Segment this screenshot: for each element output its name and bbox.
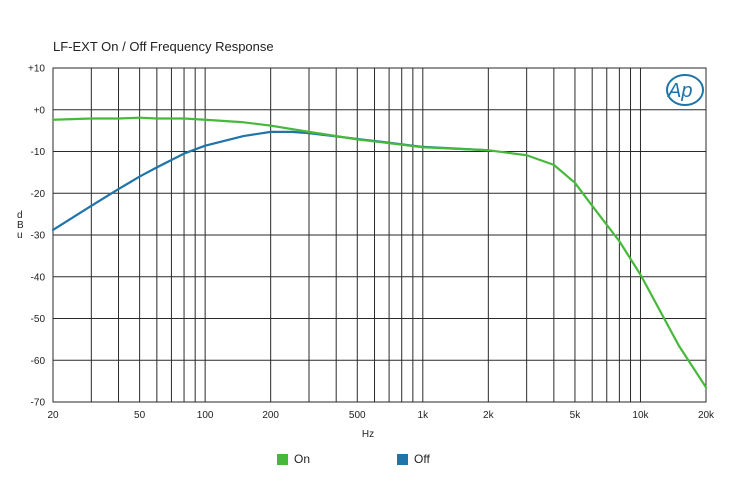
y-tick-label: -40 [31, 272, 46, 283]
x-tick-label: 20 [47, 410, 59, 421]
legend-item-off: Off [397, 452, 430, 466]
y-tick-label: -20 [31, 189, 46, 200]
x-tick-label: 5k [570, 410, 582, 421]
y-tick-label: +10 [28, 64, 45, 75]
legend-item-on: On [277, 452, 310, 466]
x-tick-label: 50 [134, 410, 146, 421]
y-tick-label: +0 [34, 105, 46, 116]
legend-swatch-off [397, 453, 408, 465]
x-tick-label: 10k [632, 410, 649, 421]
x-tick-label: 100 [197, 410, 214, 421]
x-tick-label: 2k [483, 410, 495, 421]
x-tick-label: 20k [698, 410, 715, 421]
y-tick-label: -70 [31, 398, 46, 409]
x-axis-label: Hz [362, 429, 374, 440]
plot-frame [52, 67, 707, 403]
series-line-on [51, 116, 708, 389]
x-tick-label: 1k [418, 410, 430, 421]
legend-label-off: Off [414, 452, 430, 466]
y-tick-label: -50 [31, 314, 46, 325]
logo-text: Ap [667, 80, 692, 102]
grid-layer [52, 67, 707, 403]
y-tick-label: -10 [31, 147, 46, 158]
chart-title: LF-EXT On / Off Frequency Response [53, 39, 274, 54]
x-tick-label: 500 [349, 410, 366, 421]
series-layer [51, 116, 708, 389]
legend-swatch-on [277, 453, 288, 465]
legend-label-on: On [294, 452, 311, 466]
x-tick-label: 200 [262, 410, 279, 421]
audio-precision-logo-icon: Ap [660, 70, 706, 115]
y-tick-label: -60 [31, 356, 46, 367]
y-tick-label: -30 [31, 231, 46, 242]
